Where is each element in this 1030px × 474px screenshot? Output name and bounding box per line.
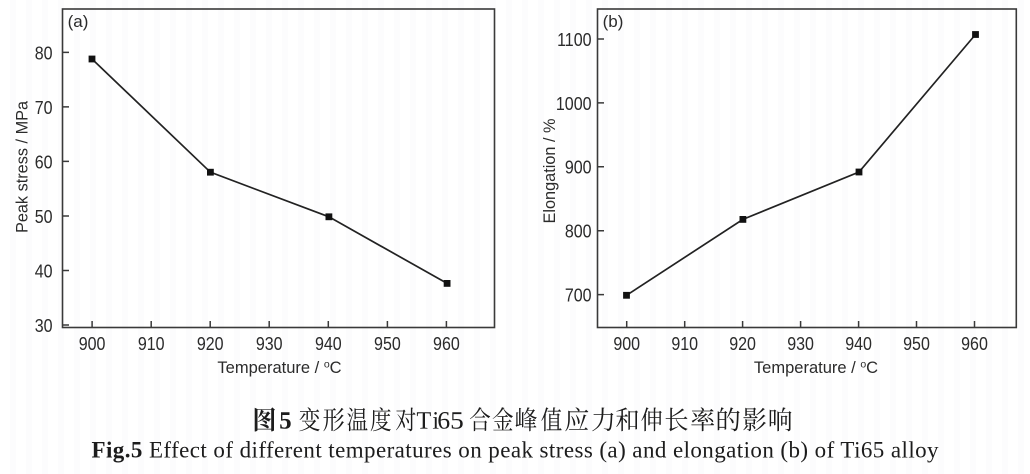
svg-text:940: 940	[845, 334, 872, 354]
svg-text:900: 900	[565, 158, 592, 178]
svg-text:800: 800	[565, 222, 592, 242]
svg-text:70: 70	[35, 98, 53, 118]
svg-text:700: 700	[565, 286, 592, 306]
svg-text:960: 960	[433, 334, 460, 354]
svg-text:40: 40	[35, 262, 53, 282]
svg-text:30: 30	[35, 316, 53, 336]
svg-text:50: 50	[35, 207, 53, 227]
svg-text:1100: 1100	[557, 30, 591, 50]
svg-text:940: 940	[315, 334, 342, 354]
svg-text:Temperature / oC: Temperature / oC	[754, 359, 878, 378]
svg-text:Peak stress / MPa: Peak stress / MPa	[14, 100, 32, 233]
svg-text:930: 930	[256, 334, 283, 354]
svg-text:Fig.5 Effect of different temp: Fig.5 Effect of different temperatures o…	[92, 438, 940, 463]
svg-text:950: 950	[374, 334, 401, 354]
svg-text:910: 910	[671, 334, 698, 354]
svg-text:960: 960	[961, 334, 988, 354]
svg-text:(a): (a)	[68, 12, 89, 31]
svg-text:930: 930	[787, 334, 814, 354]
svg-text:1000: 1000	[556, 94, 592, 114]
svg-text:Elongation / %: Elongation / %	[541, 119, 559, 224]
svg-text:900: 900	[79, 334, 106, 354]
svg-text:920: 920	[197, 334, 224, 354]
svg-text:60: 60	[35, 152, 53, 172]
svg-text:910: 910	[138, 334, 165, 354]
svg-text:950: 950	[903, 334, 930, 354]
svg-text:(b): (b)	[603, 12, 624, 31]
svg-text:920: 920	[729, 334, 756, 354]
svg-text:80: 80	[35, 43, 53, 63]
svg-text:900: 900	[613, 334, 640, 354]
svg-text:Temperature / oC: Temperature / oC	[217, 359, 341, 378]
